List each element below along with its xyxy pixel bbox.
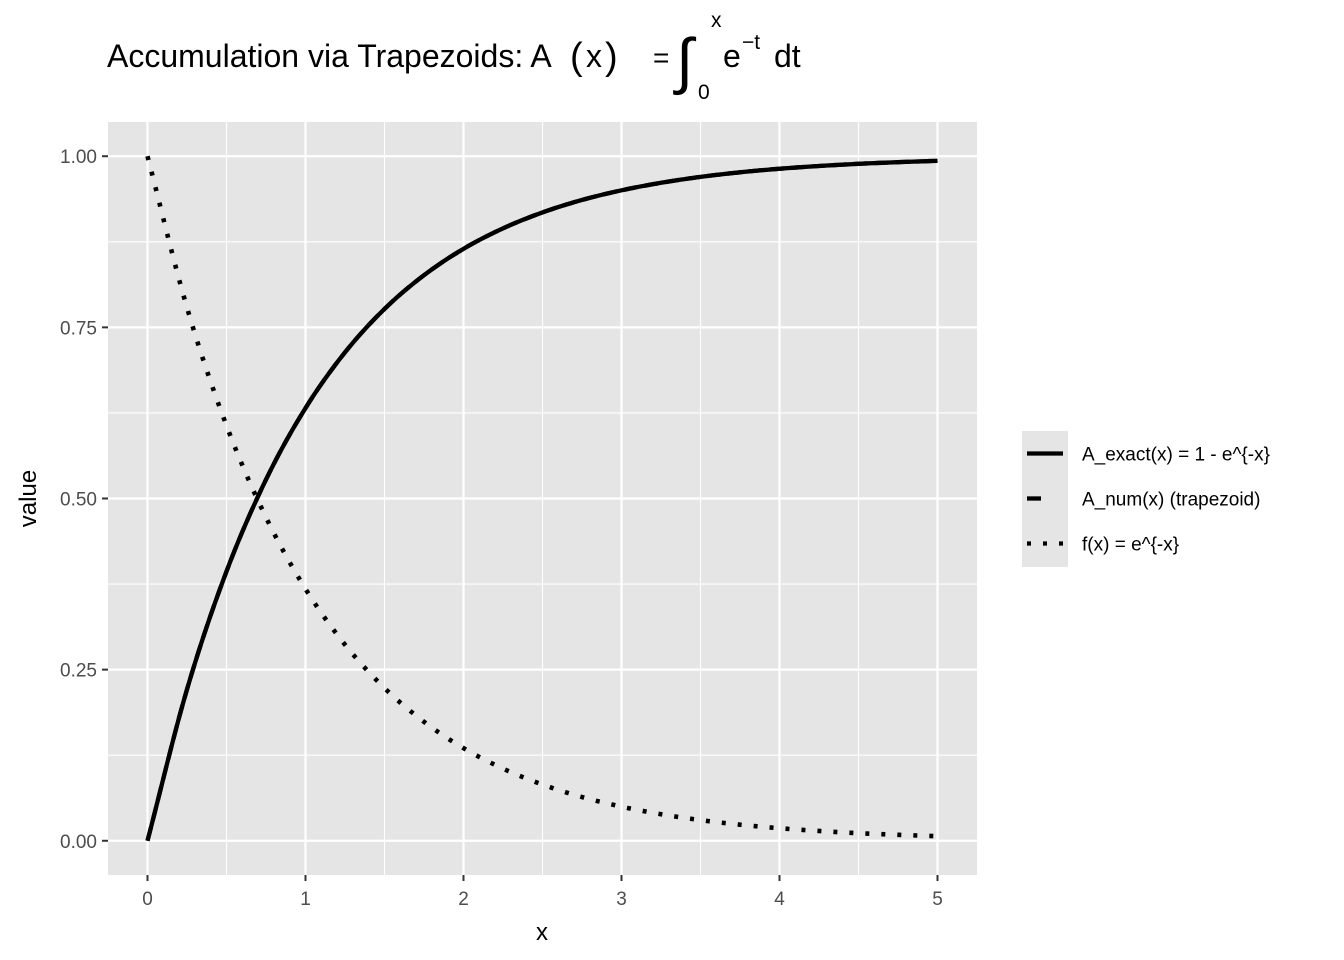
legend: A_exact(x) = 1 - e^{-x} A_num(x) (trapezo… bbox=[1022, 431, 1270, 567]
svg-text:Accumulation via Trapezoids: A: Accumulation via Trapezoids: A bbox=[107, 38, 552, 74]
x-tick-label: 0 bbox=[142, 889, 153, 910]
x-tick-label: 3 bbox=[616, 889, 627, 910]
x-tick-label: 2 bbox=[458, 889, 469, 910]
title-equals: = bbox=[653, 42, 669, 73]
y-tick-label: 0.00 bbox=[60, 832, 97, 853]
title-paren-close: ) bbox=[605, 36, 618, 78]
title-prefix: Accumulation via Trapezoids: A bbox=[107, 38, 552, 74]
title-arg: x bbox=[586, 38, 602, 74]
x-tick-label: 1 bbox=[300, 889, 311, 910]
legend-label: f(x) = e^{-x} bbox=[1082, 535, 1179, 556]
title-paren-open: ( bbox=[570, 36, 583, 78]
series-line-2 bbox=[145, 158, 938, 842]
title-integral-sign: ∫ bbox=[673, 27, 697, 96]
x-tick-label: 5 bbox=[932, 889, 943, 910]
title-differential: dt bbox=[774, 38, 801, 74]
y-tick-label: 0.75 bbox=[60, 318, 97, 339]
y-axis: 0.00 0.25 0.50 0.75 1.00 bbox=[60, 147, 108, 853]
y-tick-label: 0.50 bbox=[60, 490, 97, 511]
x-tick-label: 4 bbox=[774, 889, 785, 910]
grid-lines bbox=[108, 122, 977, 875]
y-tick-label: 0.25 bbox=[60, 661, 97, 682]
series-layer bbox=[145, 155, 938, 842]
x-axis: 0 1 2 3 4 5 bbox=[142, 875, 943, 910]
y-tick-label: 1.00 bbox=[60, 147, 97, 168]
legend-label: A_exact(x) = 1 - e^{-x} bbox=[1082, 445, 1270, 466]
title-base: e bbox=[723, 38, 741, 74]
title-exponent: −t bbox=[742, 31, 760, 54]
y-axis-title: value bbox=[15, 470, 42, 527]
chart-title: Accumulation via Trapezoids: A ( x ) = ∫… bbox=[107, 9, 801, 104]
x-axis-title: x bbox=[536, 919, 548, 946]
title-lower-limit: 0 bbox=[698, 81, 710, 104]
legend-label: A_num(x) (trapezoid) bbox=[1082, 490, 1260, 511]
title-upper-limit: x bbox=[711, 9, 722, 32]
